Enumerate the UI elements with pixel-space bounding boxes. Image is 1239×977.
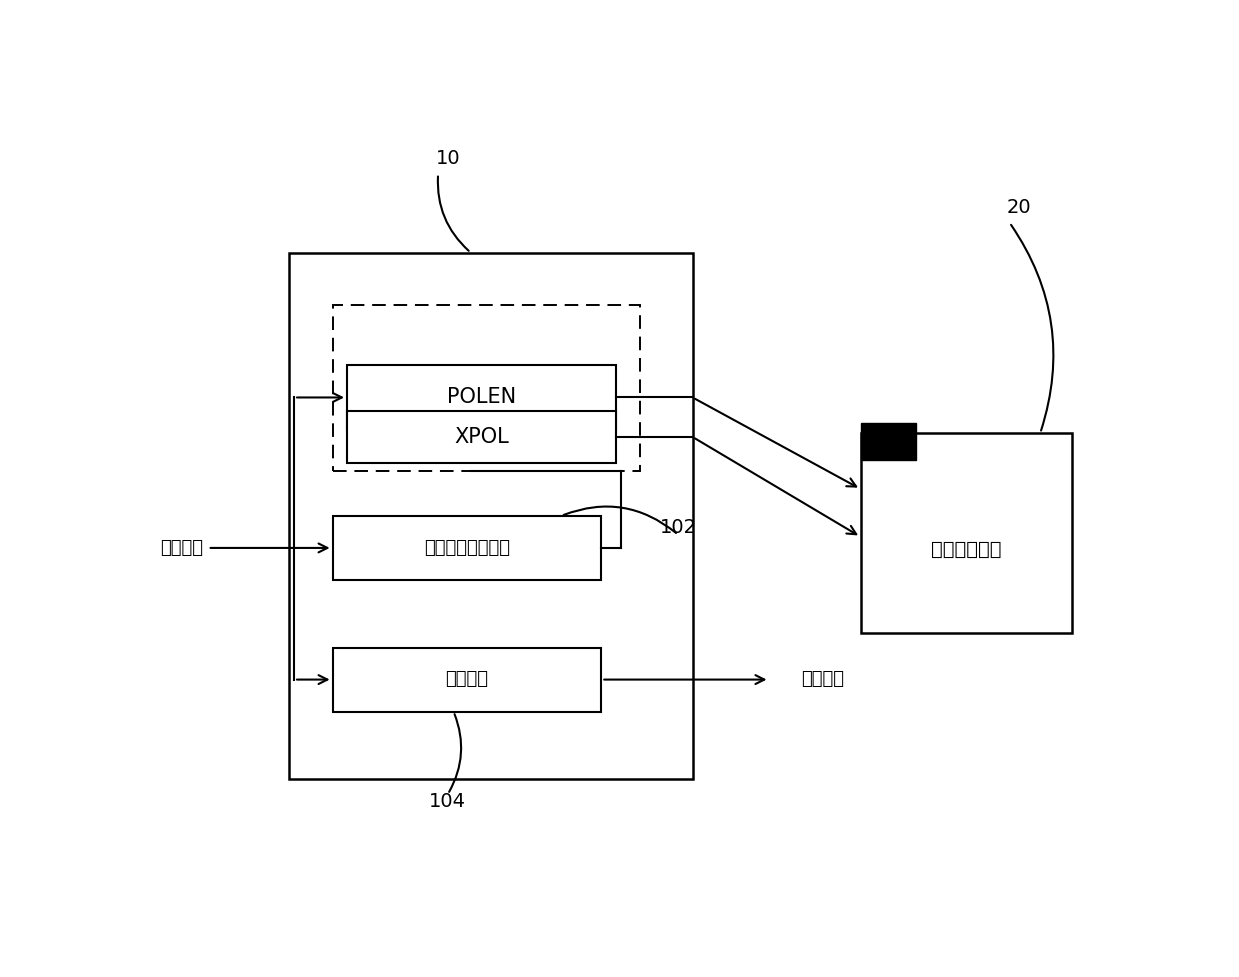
Text: 抖动单元: 抖动单元: [446, 670, 488, 688]
Text: 极性自动选择单元: 极性自动选择单元: [424, 538, 510, 557]
Text: 104: 104: [429, 792, 466, 811]
Text: 输出数据: 输出数据: [800, 670, 844, 688]
Bar: [332, 305, 639, 471]
Text: 液晶显示面板: 液晶显示面板: [930, 540, 1001, 559]
Bar: [347, 365, 616, 430]
Bar: [332, 648, 601, 711]
Text: 10: 10: [435, 149, 460, 168]
Text: 20: 20: [1007, 198, 1031, 217]
Bar: [861, 433, 1072, 632]
Text: 102: 102: [659, 518, 696, 536]
Text: 输入数据: 输入数据: [160, 538, 203, 557]
Bar: [290, 253, 693, 780]
Text: POLEN: POLEN: [447, 387, 515, 407]
Text: XPOL: XPOL: [453, 427, 509, 446]
Bar: [332, 516, 601, 580]
Bar: [861, 423, 917, 459]
Bar: [347, 410, 616, 463]
